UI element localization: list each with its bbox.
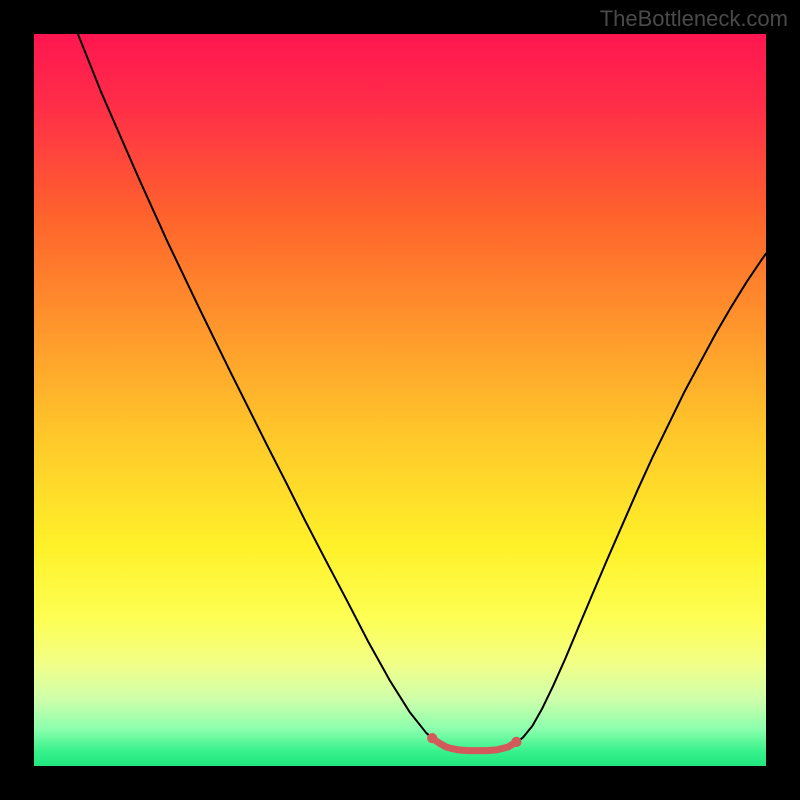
- bottom-marker-cap-left: [427, 733, 437, 743]
- bottleneck-curve: [78, 34, 766, 751]
- plot-svg: [34, 34, 766, 766]
- plot-area: [34, 34, 766, 766]
- bottom-marker-path: [432, 738, 516, 750]
- bottom-marker-cap-right: [511, 737, 521, 747]
- watermark-text: TheBottleneck.com: [600, 6, 788, 32]
